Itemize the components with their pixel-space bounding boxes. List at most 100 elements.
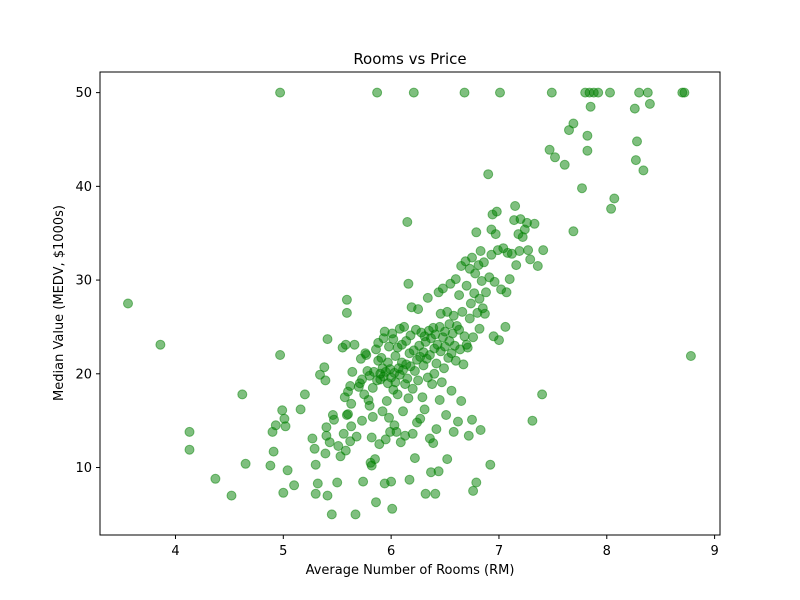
data-point bbox=[459, 87, 470, 98]
data-point bbox=[450, 274, 461, 285]
data-point bbox=[341, 294, 352, 305]
data-point bbox=[386, 476, 397, 487]
data-point bbox=[367, 382, 378, 393]
data-point bbox=[437, 283, 448, 294]
data-point bbox=[329, 414, 339, 425]
data-point bbox=[605, 87, 615, 98]
data-point bbox=[210, 473, 221, 484]
data-point bbox=[392, 389, 403, 400]
data-point bbox=[324, 437, 335, 448]
data-point bbox=[361, 350, 372, 360]
data-point bbox=[265, 460, 276, 471]
data-point bbox=[346, 421, 357, 432]
data-point bbox=[679, 87, 690, 98]
points-layer bbox=[123, 87, 696, 520]
data-point bbox=[277, 405, 288, 416]
data-point bbox=[568, 226, 579, 237]
data-point bbox=[371, 497, 381, 508]
data-point bbox=[523, 245, 534, 256]
data-point bbox=[237, 389, 248, 400]
data-point bbox=[309, 443, 320, 454]
data-point bbox=[593, 87, 604, 98]
data-point bbox=[431, 424, 442, 435]
data-point bbox=[402, 373, 413, 384]
data-point bbox=[341, 307, 352, 318]
data-point bbox=[456, 396, 467, 406]
data-point bbox=[350, 509, 361, 520]
data-point bbox=[275, 350, 286, 360]
data-point bbox=[478, 257, 489, 268]
data-point bbox=[366, 432, 377, 443]
data-point bbox=[634, 87, 645, 98]
data-point bbox=[278, 487, 289, 498]
data-point bbox=[642, 87, 653, 98]
data-point bbox=[459, 331, 470, 342]
data-point bbox=[408, 87, 419, 98]
data-point bbox=[417, 392, 428, 403]
data-point bbox=[485, 459, 496, 470]
data-point bbox=[453, 416, 463, 427]
data-point bbox=[184, 426, 195, 437]
data-point bbox=[465, 298, 476, 309]
data-point bbox=[474, 323, 485, 334]
data-point bbox=[321, 422, 332, 433]
data-point bbox=[398, 406, 408, 417]
data-point bbox=[333, 441, 344, 451]
data-point bbox=[504, 274, 515, 285]
data-point bbox=[270, 420, 281, 431]
x-tick-label: 8 bbox=[603, 544, 611, 559]
data-point bbox=[381, 396, 392, 406]
data-point bbox=[441, 410, 452, 420]
data-point bbox=[431, 358, 442, 369]
data-point bbox=[489, 276, 500, 287]
data-point bbox=[367, 411, 378, 422]
data-point bbox=[442, 454, 453, 465]
data-point bbox=[529, 218, 540, 229]
data-point bbox=[364, 400, 375, 411]
data-point bbox=[454, 324, 465, 335]
data-point bbox=[491, 206, 502, 217]
data-point bbox=[320, 448, 331, 459]
data-point bbox=[544, 144, 555, 155]
data-point bbox=[349, 339, 360, 350]
data-point bbox=[377, 406, 388, 417]
data-point bbox=[155, 339, 166, 350]
data-point bbox=[429, 368, 440, 379]
data-point bbox=[527, 415, 538, 426]
x-tick-label: 7 bbox=[495, 544, 503, 559]
data-point bbox=[422, 292, 433, 303]
data-point bbox=[479, 308, 490, 319]
data-point bbox=[546, 87, 557, 98]
data-point bbox=[483, 169, 494, 180]
data-point bbox=[322, 334, 333, 345]
data-point bbox=[433, 466, 444, 477]
y-tick-label: 10 bbox=[75, 461, 92, 476]
data-point bbox=[332, 477, 343, 488]
data-point bbox=[289, 480, 300, 491]
data-point bbox=[420, 488, 431, 499]
y-tick-label: 20 bbox=[75, 367, 92, 382]
data-point bbox=[391, 426, 402, 437]
data-point bbox=[403, 278, 414, 289]
data-point bbox=[123, 298, 133, 309]
data-point bbox=[380, 434, 391, 445]
x-tick-label: 4 bbox=[171, 544, 179, 559]
data-point bbox=[430, 488, 441, 499]
data-point bbox=[387, 503, 398, 514]
data-point bbox=[538, 245, 549, 256]
data-point bbox=[240, 458, 251, 469]
data-point bbox=[320, 375, 331, 386]
data-point bbox=[467, 414, 477, 425]
data-point bbox=[510, 201, 521, 211]
data-point bbox=[446, 385, 457, 396]
data-point bbox=[402, 217, 413, 227]
data-point bbox=[629, 103, 640, 114]
data-point bbox=[388, 334, 399, 345]
data-point bbox=[280, 421, 291, 432]
data-point bbox=[312, 478, 323, 489]
data-point bbox=[268, 446, 279, 457]
data-point bbox=[419, 404, 430, 415]
data-point bbox=[407, 383, 418, 394]
data-point bbox=[501, 287, 512, 298]
